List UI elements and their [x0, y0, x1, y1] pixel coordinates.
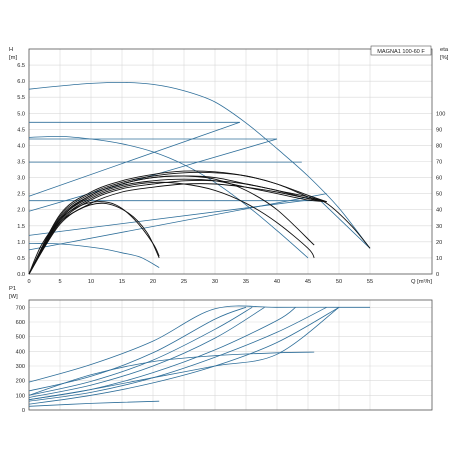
head-axis-symbol: H: [9, 47, 13, 53]
power-curve-6: [28, 306, 340, 405]
y2-tick-label: 20: [436, 240, 442, 246]
power-curve-1: [28, 306, 247, 392]
head-panel-frame: [28, 48, 433, 275]
x-tick-label: 30: [212, 279, 218, 285]
y-tick-label: 6.0: [17, 79, 25, 85]
y2-tick-label: 10: [436, 256, 442, 262]
head-axis-unit: [m]: [9, 55, 17, 61]
head-curve-0: [28, 81, 371, 249]
y-tick-label: 3.5: [17, 160, 25, 166]
head-curve-6: [28, 243, 160, 268]
power-curve-7: [28, 306, 340, 401]
head-curve-5: [28, 135, 309, 259]
x-tick-label: 35: [243, 279, 249, 285]
efficiency-axis-symbol: eta: [440, 47, 449, 53]
power-y-tick-label: 0: [22, 408, 25, 414]
pump-curve-12: [28, 170, 327, 275]
y-tick-label: 6.5: [17, 63, 25, 69]
power-panel-frame: [28, 299, 433, 411]
head-curve-10: [28, 193, 327, 251]
power-y-tick-label: 100: [16, 393, 25, 399]
x-tick-label: 25: [181, 279, 187, 285]
x-tick-label: 15: [119, 279, 125, 285]
x-tick-label: 50: [336, 279, 342, 285]
power-axis-unit: [W]: [9, 294, 18, 300]
efficiency-axis-unit: [%]: [440, 55, 449, 61]
y-tick-label: 4.5: [17, 127, 25, 133]
y2-tick-label: 50: [436, 192, 442, 198]
x-tick-label: 20: [150, 279, 156, 285]
y-tick-label: 5.5: [17, 95, 25, 101]
pump-curve-13: [28, 175, 327, 275]
power-curve-2: [28, 306, 253, 396]
pump-curve-20: [28, 201, 160, 275]
x-tick-label: 45: [305, 279, 311, 285]
power-y-tick-label: 700: [16, 305, 25, 311]
pump-curve-11: [28, 171, 371, 275]
y-tick-label: 2.5: [17, 192, 25, 198]
y-tick-label: 0.5: [17, 256, 25, 262]
flow-axis-label: Q [m³/h]: [411, 279, 432, 285]
x-tick-label: 55: [367, 279, 373, 285]
y-tick-label: 2.0: [17, 208, 25, 214]
power-y-tick-label: 200: [16, 379, 25, 385]
pump-curve-15: [28, 175, 315, 275]
pump-curve-16: [28, 181, 315, 275]
y2-tick-label: 40: [436, 208, 442, 214]
pump-curve-18: [28, 183, 327, 275]
y-tick-label: 4.0: [17, 143, 25, 149]
power-curve-5: [28, 306, 327, 402]
model-label: MAGNA1 100-60 F: [377, 49, 425, 55]
y2-tick-label: 90: [436, 127, 442, 133]
y2-tick-label: 0: [436, 272, 439, 278]
x-tick-label: 0: [27, 279, 30, 285]
power-y-tick-label: 300: [16, 364, 25, 370]
head-curve-7: [28, 121, 240, 197]
y2-tick-label: 30: [436, 224, 442, 230]
power-y-tick-label: 600: [16, 320, 25, 326]
x-tick-label: 40: [274, 279, 280, 285]
power-axis-symbol: P1: [9, 286, 16, 292]
power-y-tick-label: 400: [16, 349, 25, 355]
power-curve-8: [28, 351, 315, 396]
y2-tick-label: 70: [436, 160, 442, 166]
power-curve-3: [28, 306, 265, 398]
pump-curve-14: [28, 178, 327, 275]
y-tick-label: 5.0: [17, 111, 25, 117]
y-tick-label: 1.0: [17, 240, 25, 246]
x-tick-label: 5: [58, 279, 61, 285]
power-curve-9: [28, 400, 160, 407]
pump-curve-19: [28, 202, 160, 275]
power-y-tick-label: 500: [16, 335, 25, 341]
y-tick-label: 3.0: [17, 176, 25, 182]
y2-tick-label: 80: [436, 143, 442, 149]
head-curve-8: [28, 138, 278, 212]
model-label-box: [370, 45, 432, 56]
y2-tick-label: 100: [436, 111, 445, 117]
y-tick-label: 0.0: [17, 272, 25, 278]
head-curve-4: [29, 200, 371, 249]
y2-tick-label: 60: [436, 176, 442, 182]
y-tick-label: 1.5: [17, 224, 25, 230]
x-tick-label: 10: [88, 279, 94, 285]
